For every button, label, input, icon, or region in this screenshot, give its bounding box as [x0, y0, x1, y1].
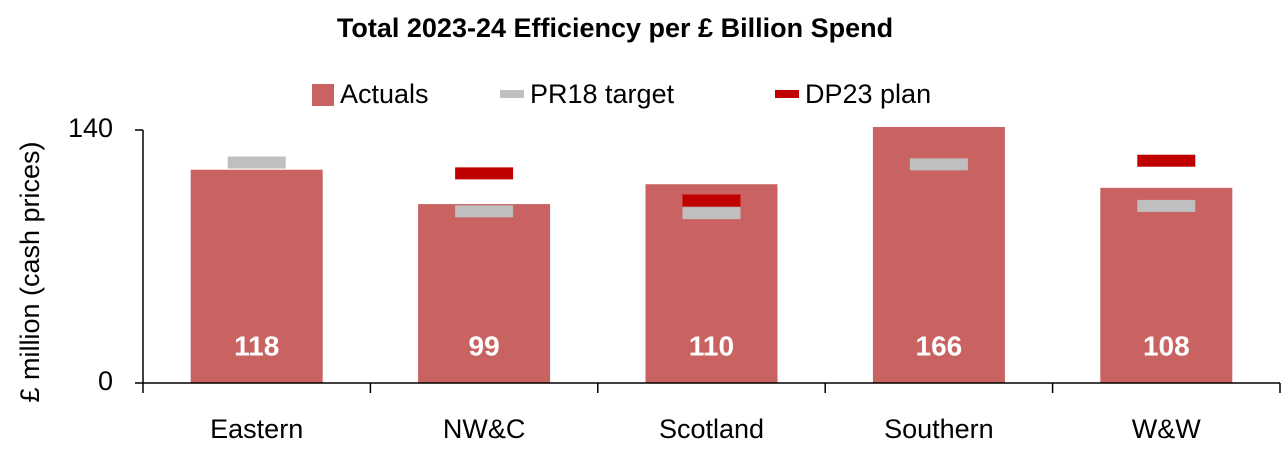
- target-marker: [1137, 154, 1196, 167]
- value-label: 108: [1143, 330, 1190, 361]
- target-marker: [909, 158, 968, 171]
- legend-label: Actuals: [340, 79, 429, 109]
- value-label: 99: [469, 330, 500, 361]
- legend-swatch: [775, 90, 799, 98]
- target-marker: [227, 156, 286, 169]
- legend-swatch: [312, 84, 334, 106]
- x-tick-label: Eastern: [210, 414, 303, 444]
- y-tick-label: 0: [98, 366, 113, 396]
- x-tick-label: W&W: [1132, 414, 1201, 444]
- x-tick-label: Scotland: [659, 414, 764, 444]
- legend-swatch: [500, 90, 524, 98]
- value-label: 166: [916, 330, 963, 361]
- value-label: 110: [689, 330, 734, 361]
- target-marker: [455, 167, 514, 180]
- x-tick-label: NW&C: [443, 414, 526, 444]
- target-marker: [1137, 199, 1196, 212]
- target-marker: [455, 205, 514, 218]
- legend-label: PR18 target: [530, 79, 675, 109]
- bar: [418, 204, 551, 383]
- target-marker: [682, 207, 741, 220]
- legend-label: DP23 plan: [805, 79, 931, 109]
- x-tick-label: Southern: [884, 414, 994, 444]
- plot-area: [190, 127, 1233, 383]
- chart-title: Total 2023-24 Efficiency per £ Billion S…: [337, 13, 893, 43]
- value-label: 118: [234, 330, 279, 361]
- y-tick-label: 140: [68, 113, 113, 143]
- bar: [190, 169, 323, 383]
- bar: [1100, 187, 1233, 383]
- y-axis-label: £ million (cash prices): [15, 141, 45, 402]
- target-marker: [682, 194, 741, 207]
